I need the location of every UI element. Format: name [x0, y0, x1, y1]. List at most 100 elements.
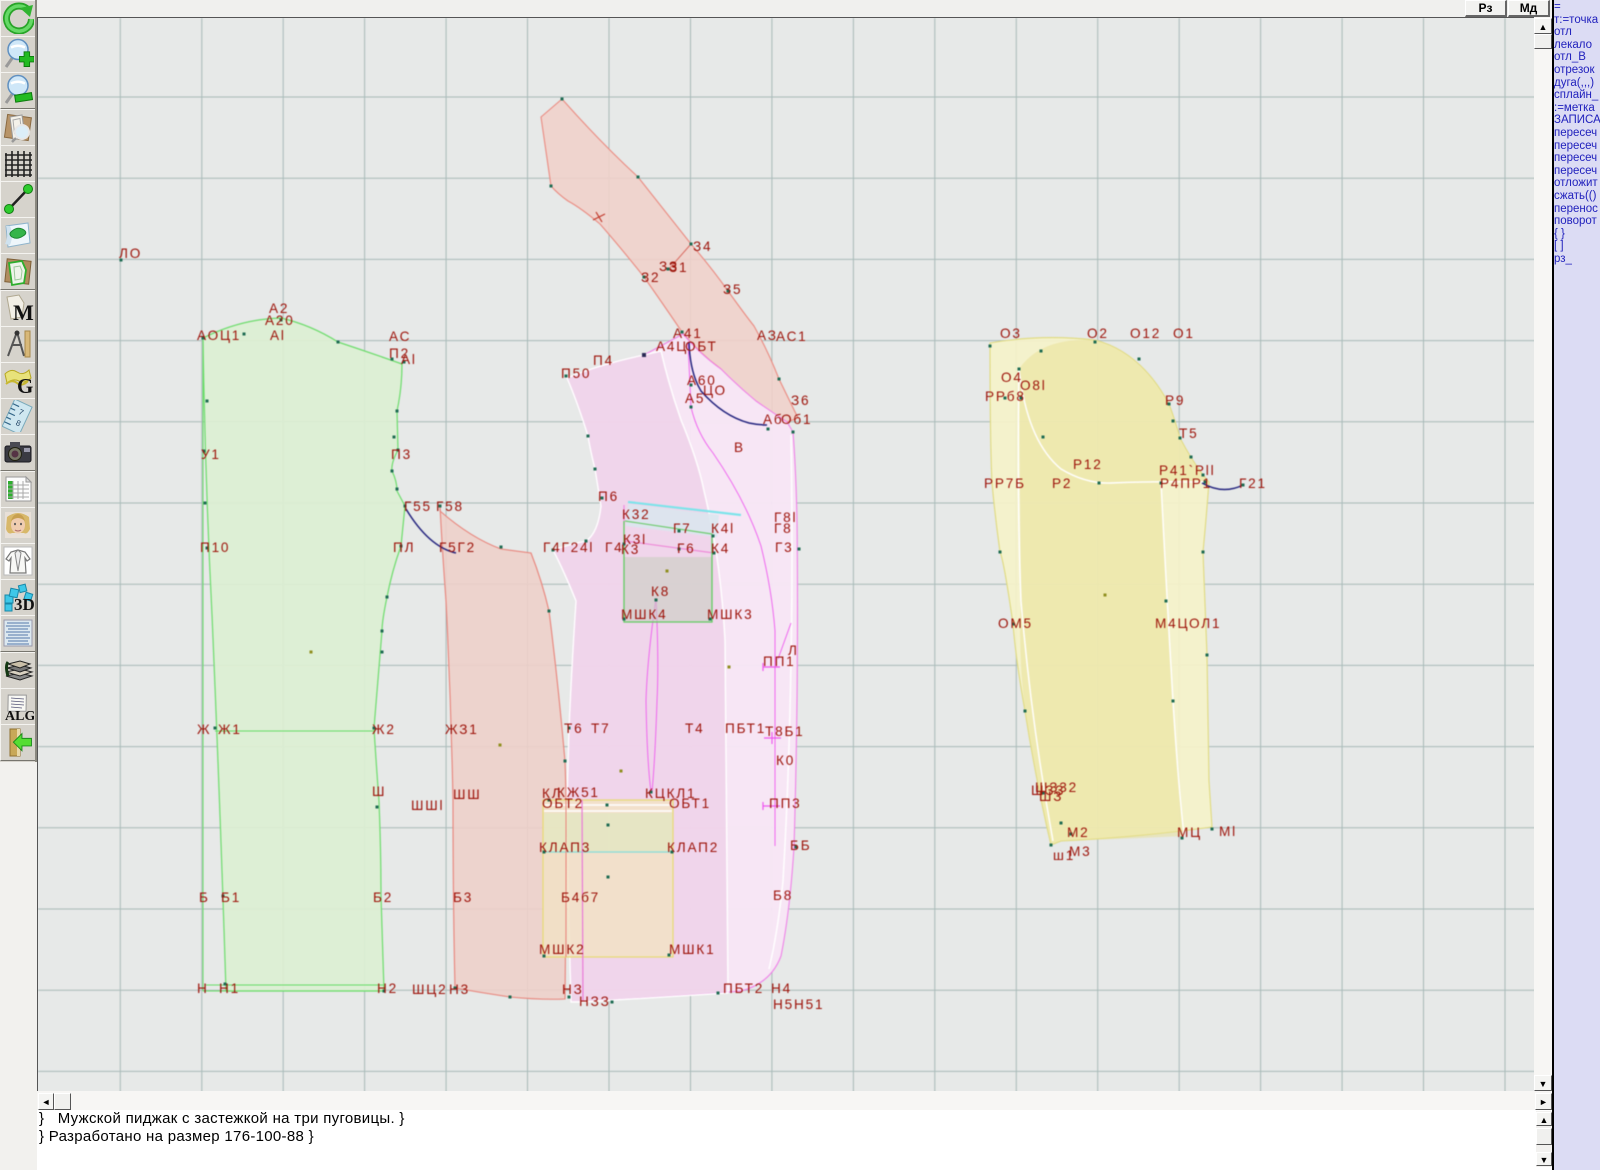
svg-text:ПБТ2: ПБТ2 [723, 981, 764, 996]
svg-text:Мl: Мl [1219, 824, 1237, 839]
svg-text:Р9: Р9 [1165, 393, 1185, 408]
svg-text:ШШl: ШШl [411, 798, 444, 813]
svg-text:М3: М3 [1069, 844, 1091, 859]
svg-text:Г7: Г7 [673, 521, 692, 536]
svg-text:В: В [734, 440, 745, 455]
svg-text:К0: К0 [776, 753, 795, 768]
svg-text:ш1: ш1 [1053, 848, 1075, 863]
svg-text:З1: З1 [669, 260, 688, 275]
svg-text:Р41`Рll: Р41`Рll [1159, 463, 1215, 478]
svg-text:О8l: О8l [1020, 378, 1047, 393]
svg-text:Г5Г2: Г5Г2 [439, 540, 476, 555]
svg-text:П6: П6 [598, 489, 619, 504]
svg-text:Б3: Б3 [453, 890, 473, 905]
svg-text:НЗЗ: НЗЗ [579, 994, 611, 1009]
svg-text:Н2: Н2 [377, 981, 398, 996]
svg-text:Т8Б1: Т8Б1 [765, 724, 805, 739]
svg-text:А4Ц: А4Ц [656, 339, 688, 354]
svg-text:З5: З5 [723, 282, 742, 297]
svg-text:КЦКЛ1: КЦКЛ1 [645, 786, 696, 801]
svg-text:7: 7 [17, 407, 25, 417]
svg-text:З6: З6 [791, 393, 810, 408]
svg-text:ЛО: ЛО [119, 246, 142, 261]
svg-text:Аl: Аl [401, 352, 417, 367]
svg-text:Т5: Т5 [1179, 426, 1198, 441]
svg-text:Р4ПР1: Р4ПР1 [1160, 476, 1212, 491]
svg-text:П50: П50 [561, 366, 591, 381]
svg-text:МШК2: МШК2 [539, 942, 585, 957]
svg-text:ШЗ: ШЗ [1039, 789, 1063, 804]
svg-text:Н: Н [197, 981, 209, 996]
svg-text:О4: О4 [1001, 370, 1023, 385]
svg-text:Б8: Б8 [773, 888, 793, 903]
svg-text:Б1: Б1 [221, 890, 241, 905]
svg-text:Л: Л [788, 643, 799, 658]
svg-text:Н1: Н1 [219, 981, 240, 996]
svg-text:Ж1: Ж1 [218, 722, 242, 737]
svg-text:ШШ: ШШ [453, 787, 482, 802]
svg-text:Т6: Т6 [564, 721, 583, 736]
svg-text:ALG: ALG [5, 709, 34, 722]
svg-text:А5: А5 [685, 391, 705, 406]
svg-text:К32: К32 [622, 507, 650, 522]
svg-text:О1: О1 [1173, 326, 1195, 341]
svg-text:НЗ: НЗ [562, 982, 584, 997]
svg-text:Г4: Г4 [605, 540, 624, 555]
svg-text:Г3: Г3 [775, 540, 794, 555]
svg-text:М4ЦОЛ1: М4ЦОЛ1 [1155, 616, 1221, 631]
svg-text:ШЗЗ: ШЗЗ [1031, 783, 1065, 798]
svg-text:Ж2: Ж2 [372, 722, 396, 737]
svg-text:Г4Г24l: Г4Г24l [543, 540, 594, 555]
svg-text:3D: 3D [14, 595, 34, 613]
svg-text:К3l: К3l [623, 532, 647, 547]
svg-text:Н3: Н3 [449, 982, 470, 997]
svg-text:ШЦ2: ШЦ2 [412, 982, 447, 997]
svg-text:А60: А60 [687, 373, 717, 388]
svg-text:П3: П3 [391, 447, 412, 462]
svg-text:КЖ51: КЖ51 [557, 785, 600, 800]
svg-text:ББ: ББ [790, 838, 811, 853]
svg-text:ОМ5: ОМ5 [998, 616, 1033, 631]
svg-text:К4l: К4l [711, 521, 735, 536]
svg-text:КЛАП3: КЛАП3 [539, 840, 591, 855]
svg-text:К8: К8 [651, 584, 670, 599]
svg-text:Б2: Б2 [373, 890, 393, 905]
svg-text:Г8: Г8 [774, 521, 793, 536]
svg-text:Аl: Аl [270, 328, 286, 343]
svg-text:МШК4: МШК4 [621, 607, 667, 622]
svg-text:Об1: Об1 [781, 412, 812, 427]
svg-text:АС1: АС1 [776, 329, 808, 344]
svg-text:О2: О2 [1087, 326, 1109, 341]
svg-text:ПЛ: ПЛ [393, 540, 415, 555]
svg-text:А2: А2 [269, 301, 289, 316]
svg-text:МШК3: МШК3 [707, 607, 753, 622]
svg-text:У1: У1 [201, 447, 221, 462]
svg-text:ОБТ2: ОБТ2 [542, 796, 584, 811]
svg-text:Р12: Р12 [1073, 457, 1103, 472]
svg-text:Р2: Р2 [1052, 476, 1072, 491]
svg-text:Г21: Г21 [1239, 476, 1267, 491]
svg-text:Г55: Г55 [404, 499, 432, 514]
svg-text:К4: К4 [711, 541, 730, 556]
svg-text:МЦ: МЦ [1177, 825, 1202, 840]
svg-text:8: 8 [14, 418, 22, 428]
svg-text:А20: А20 [265, 313, 295, 328]
svg-text:ШЗ32: ШЗ32 [1035, 780, 1078, 795]
svg-text:З4: З4 [693, 239, 712, 254]
svg-text:КЛАП2: КЛАП2 [667, 840, 719, 855]
svg-text:АОЦ1: АОЦ1 [197, 328, 241, 343]
svg-text:П2: П2 [389, 346, 410, 361]
svg-text:О12: О12 [1130, 326, 1161, 341]
svg-text:Б: Б [199, 890, 210, 905]
svg-text:МШК1: МШК1 [669, 942, 715, 957]
svg-text:КЛ: КЛ [542, 786, 562, 801]
svg-text:ОБТ: ОБТ [685, 339, 718, 354]
svg-text:РРб8: РРб8 [985, 389, 1026, 404]
svg-text:З2: З2 [641, 270, 660, 285]
svg-text:ЗЗ: ЗЗ [659, 259, 679, 274]
svg-text:Н5Н51: Н5Н51 [773, 997, 824, 1012]
svg-text:ОБТ1: ОБТ1 [669, 796, 711, 811]
svg-text:G: G [17, 374, 33, 396]
svg-text:ЦО: ЦО [703, 383, 727, 398]
svg-text:П10: П10 [200, 540, 230, 555]
